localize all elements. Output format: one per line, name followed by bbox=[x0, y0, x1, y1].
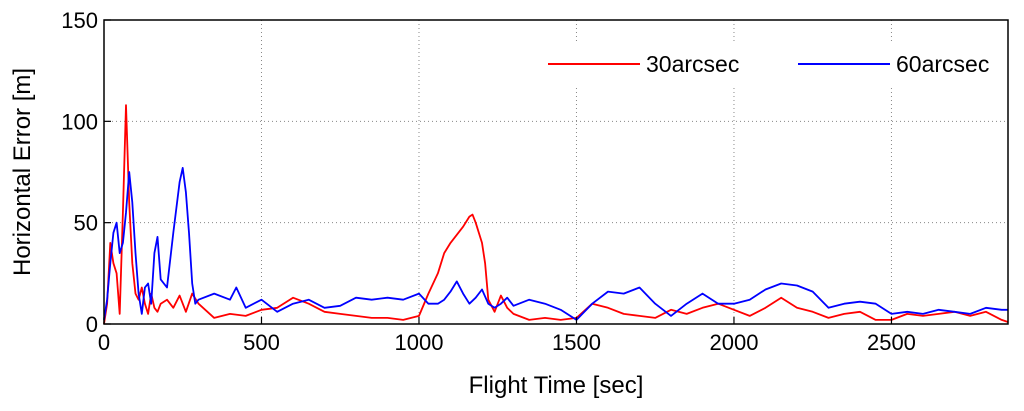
x-tick-label: 1500 bbox=[552, 330, 601, 355]
series-line-60arcsec bbox=[103, 166, 1008, 321]
y-tick-label: 0 bbox=[86, 312, 98, 337]
y-tick-label: 100 bbox=[61, 109, 98, 134]
series-line-30arcsec bbox=[103, 104, 1009, 325]
series-layer bbox=[103, 104, 1009, 325]
x-tick-label: 500 bbox=[243, 330, 280, 355]
legend-label-60arcsec: 60arcsec bbox=[896, 51, 989, 77]
x-tick-label: 0 bbox=[98, 330, 110, 355]
legend: 30arcsec 60arcsec bbox=[538, 42, 998, 86]
y-axis-label: Horizontal Error [m] bbox=[9, 68, 36, 276]
plot-frame bbox=[103, 19, 1009, 325]
legend-label-30arcsec: 30arcsec bbox=[646, 51, 739, 77]
y-tick-label: 150 bbox=[61, 8, 98, 33]
grid-lines bbox=[104, 20, 1008, 324]
x-tick-label: 2500 bbox=[867, 330, 916, 355]
y-tick-label: 50 bbox=[74, 211, 98, 236]
x-axis-label: Flight Time [sec] bbox=[469, 372, 644, 399]
axis-ticks: 0 500 1000 1500 2000 2500 0 50 100 150 bbox=[61, 8, 916, 355]
x-tick-label: 1000 bbox=[395, 330, 444, 355]
x-tick-label: 2000 bbox=[709, 330, 758, 355]
